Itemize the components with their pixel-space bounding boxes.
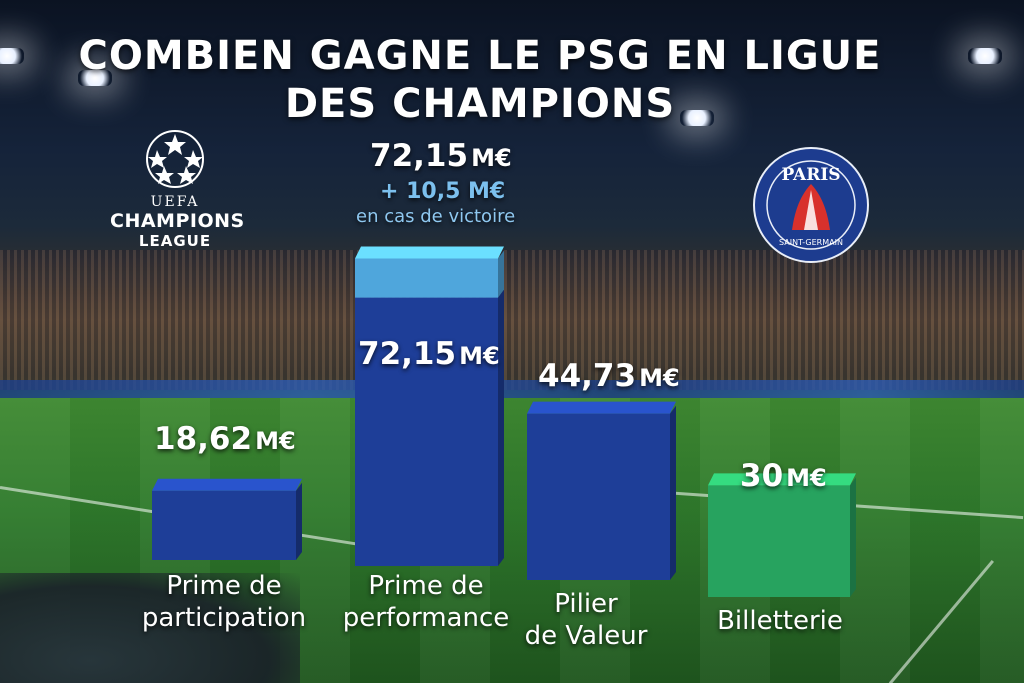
ucl-league-text: LEAGUE	[138, 232, 212, 250]
value-unit: M€	[459, 342, 500, 370]
category-label-billetterie: Billetterie	[680, 605, 880, 637]
value-unit: M€	[786, 464, 827, 492]
category-label-pilier: Pilier de Valeur	[486, 588, 686, 652]
psg-bottom-text: SAINT-GERMAIN	[779, 238, 843, 247]
bar-4-side	[850, 477, 856, 597]
bar-2-side	[498, 289, 504, 566]
bar-4-top	[708, 473, 856, 486]
top-total-unit: M€	[471, 144, 512, 172]
bar-3-side	[670, 405, 676, 580]
value-label-top-total: 72,15 M€	[370, 138, 512, 176]
floodlight	[0, 48, 24, 64]
category-line: Prime de	[368, 571, 484, 601]
floodlight	[968, 48, 1002, 64]
value-number: 18,62	[154, 421, 253, 457]
value-unit: M€	[639, 364, 680, 392]
bar-2-extra-top	[355, 246, 504, 259]
category-line: Billetterie	[717, 606, 843, 636]
psg-top-text: PARIS	[781, 165, 840, 185]
bar-1	[152, 490, 296, 560]
value-number: 72,15	[358, 336, 457, 372]
bar-2	[355, 297, 498, 566]
bar-4	[708, 485, 850, 597]
stadium-stands	[0, 250, 1024, 390]
value-label-participation: 18,62 M€	[154, 421, 296, 459]
bar-1-side	[296, 482, 302, 560]
value-number: 30	[740, 458, 784, 494]
extra-value-note: en cas de victoire	[356, 206, 516, 227]
category-line: Prime de	[166, 571, 282, 601]
top-total-number: 72,15	[370, 138, 469, 174]
chart-title-line1: COMBIEN GAGNE LE PSG EN LIGUE	[78, 33, 882, 79]
category-line: participation	[141, 603, 307, 633]
floodlight	[78, 70, 112, 86]
chart-title-line2: DES CHAMPIONS	[284, 81, 676, 127]
bar-3-top	[527, 401, 676, 414]
foreground-crowd	[0, 573, 300, 683]
value-label-pilier: 44,73 M€	[538, 358, 680, 396]
value-unit: M€	[255, 427, 296, 455]
starball-icon	[146, 130, 204, 188]
extra-value-label: + 10,5 M€	[380, 179, 506, 204]
floodlight	[680, 110, 714, 126]
ad-boards	[0, 380, 1024, 398]
value-label-performance: 72,15 M€	[358, 336, 500, 374]
ucl-champions-text: CHAMPIONS	[110, 210, 245, 232]
value-number: 44,73	[538, 358, 637, 394]
bar-3	[527, 413, 670, 580]
bar-2-extra	[355, 258, 498, 298]
bar-2-extra-side	[498, 250, 504, 298]
category-label-performance: Prime de performance	[316, 570, 536, 634]
bar-1-top	[152, 478, 302, 491]
value-label-billetterie: 30 M€	[740, 458, 827, 496]
ucl-uefa-text: UEFA	[150, 194, 200, 210]
psg-crest: PARIS SAINT-GERMAIN	[753, 147, 869, 263]
category-line: de Valeur	[524, 621, 648, 651]
category-line: performance	[342, 603, 510, 633]
category-line: Pilier	[554, 589, 618, 619]
category-label-participation: Prime de participation	[114, 570, 334, 634]
champions-league-logo: UEFA CHAMPIONS LEAGUE	[110, 128, 245, 250]
